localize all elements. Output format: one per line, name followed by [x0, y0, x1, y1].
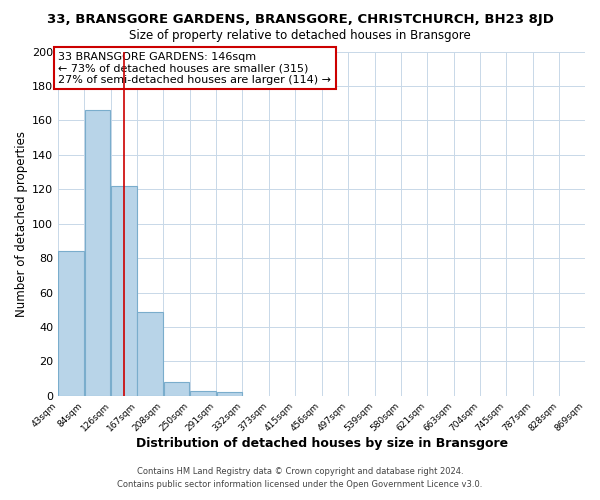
X-axis label: Distribution of detached houses by size in Bransgore: Distribution of detached houses by size …: [136, 437, 508, 450]
Y-axis label: Number of detached properties: Number of detached properties: [15, 130, 28, 316]
Bar: [217, 392, 242, 396]
Bar: [137, 312, 163, 396]
Bar: [58, 251, 84, 396]
Text: Size of property relative to detached houses in Bransgore: Size of property relative to detached ho…: [129, 29, 471, 42]
Bar: [164, 382, 189, 396]
Text: Contains HM Land Registry data © Crown copyright and database right 2024.
Contai: Contains HM Land Registry data © Crown c…: [118, 468, 482, 489]
Text: 33 BRANSGORE GARDENS: 146sqm
← 73% of detached houses are smaller (315)
27% of s: 33 BRANSGORE GARDENS: 146sqm ← 73% of de…: [58, 52, 331, 84]
Bar: [112, 186, 137, 396]
Bar: [190, 390, 216, 396]
Bar: [85, 110, 110, 396]
Text: 33, BRANSGORE GARDENS, BRANSGORE, CHRISTCHURCH, BH23 8JD: 33, BRANSGORE GARDENS, BRANSGORE, CHRIST…: [47, 12, 553, 26]
